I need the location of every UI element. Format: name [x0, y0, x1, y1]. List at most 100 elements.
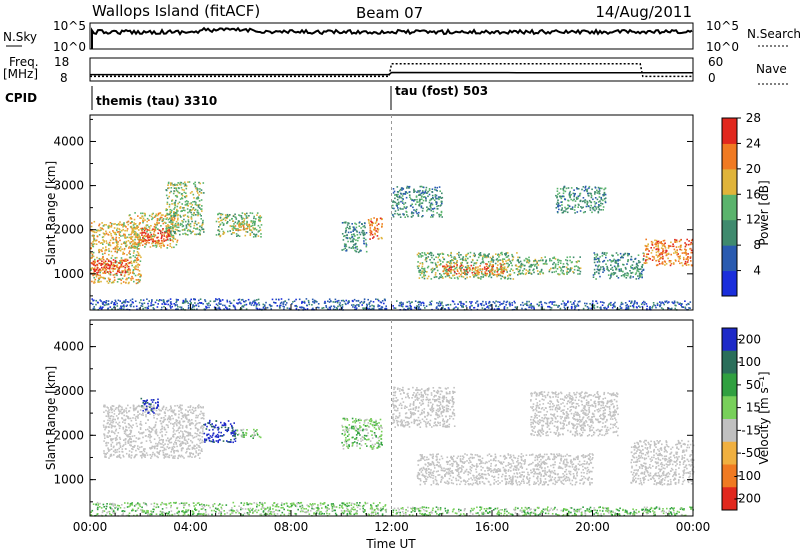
scatter-cell	[631, 267, 633, 269]
scatter-cell	[228, 308, 231, 310]
scatter-cell	[479, 265, 481, 267]
scatter-cell	[203, 192, 205, 194]
scatter-cell	[353, 229, 356, 231]
scatter-cell	[442, 256, 444, 259]
scatter-cell	[102, 424, 105, 427]
scatter-cell	[195, 451, 198, 454]
scatter-cell	[253, 233, 255, 235]
scatter-cell	[191, 220, 193, 223]
scatter-cell	[170, 183, 172, 185]
scatter-cell	[537, 273, 539, 275]
scatter-cell	[112, 231, 115, 234]
scatter-cell	[108, 457, 110, 459]
scatter-cell	[344, 235, 346, 237]
scatter-cell	[472, 264, 475, 267]
scatter-cell	[463, 303, 465, 305]
scatter-cell	[604, 193, 607, 196]
scatter-cell	[194, 208, 197, 211]
scatter-cell	[174, 433, 176, 435]
scatter-cell	[608, 303, 610, 306]
scatter-cell	[687, 264, 690, 266]
scatter-cell	[560, 201, 562, 203]
scatter-cell	[102, 269, 104, 271]
scatter-cell	[179, 435, 182, 438]
scatter-cell	[131, 236, 134, 238]
scatter-cell	[129, 438, 131, 440]
scatter-cell	[113, 303, 116, 306]
scatter-cell	[569, 259, 571, 262]
scatter-cell	[195, 423, 197, 426]
scatter-cell	[428, 253, 431, 255]
scatter-cell	[120, 307, 123, 309]
scatter-cell	[540, 300, 542, 303]
scatter-cell	[394, 212, 396, 215]
scatter-cell	[436, 208, 439, 210]
scatter-cell	[308, 303, 311, 306]
scatter-cell	[135, 282, 138, 285]
scatter-cell	[126, 264, 129, 267]
scatter-cell	[562, 266, 564, 268]
scatter-cell	[193, 436, 196, 439]
scatter-cell	[638, 305, 640, 307]
scatter-cell	[156, 418, 158, 420]
scatter-cell	[185, 233, 187, 236]
scatter-cell	[639, 272, 641, 274]
scatter-cell	[438, 253, 440, 256]
scatter-cell	[254, 301, 257, 304]
scatter-cell	[525, 302, 528, 305]
scatter-cell	[226, 213, 229, 216]
scatter-cell	[127, 223, 130, 226]
scatter-cell	[122, 281, 125, 283]
scatter-cell	[361, 231, 363, 234]
scatter-cell	[278, 298, 280, 301]
scatter-cell	[659, 258, 661, 260]
scatter-cell	[132, 271, 134, 273]
scatter-cell	[151, 242, 153, 245]
scatter-cell	[199, 213, 201, 216]
scatter-cell	[459, 258, 462, 261]
scatter-cell	[576, 187, 578, 189]
scatter-cell	[190, 216, 193, 218]
scatter-cell	[114, 299, 117, 302]
scatter-cell	[123, 419, 125, 421]
scatter-cell	[523, 268, 526, 270]
scatter-cell	[158, 219, 161, 222]
scatter-cell	[496, 275, 498, 278]
scatter-cell	[194, 298, 196, 301]
scatter-cell	[142, 235, 145, 237]
cpid-segment-2: tau (fost) 503	[395, 84, 488, 98]
scatter-cell	[312, 307, 314, 310]
scatter-cell	[232, 231, 234, 234]
scatter-cell	[570, 193, 572, 196]
scatter-cell	[242, 217, 244, 220]
scatter-cell	[171, 239, 174, 241]
scatter-cell	[158, 222, 160, 224]
scatter-cell	[105, 224, 107, 226]
scatter-cell	[446, 271, 448, 273]
scatter-cell	[345, 299, 348, 302]
scatter-cell	[484, 272, 487, 275]
scatter-cell	[644, 244, 647, 247]
scatter-cell	[663, 260, 666, 262]
scatter-cell	[586, 201, 589, 204]
scatter-cell	[419, 203, 421, 205]
scatter-cell	[595, 256, 598, 258]
scatter-cell	[540, 269, 543, 272]
scatter-cell	[676, 241, 678, 243]
scatter-cell	[204, 300, 207, 303]
scatter-cell	[162, 406, 165, 408]
scatter-cell	[126, 277, 128, 280]
scatter-cell	[548, 270, 551, 273]
scatter-cell	[137, 215, 139, 217]
scatter-cell	[146, 217, 149, 220]
scatter-cell	[421, 202, 424, 204]
scatter-cell	[251, 302, 253, 304]
scatter-cell	[126, 229, 128, 232]
scatter-cell	[586, 189, 588, 191]
scatter-cell	[561, 201, 563, 203]
scatter-cell	[426, 208, 429, 211]
scatter-cell	[92, 230, 94, 233]
scatter-cell	[191, 204, 194, 206]
scatter-cell	[527, 270, 529, 273]
scatter-cell	[179, 214, 181, 217]
